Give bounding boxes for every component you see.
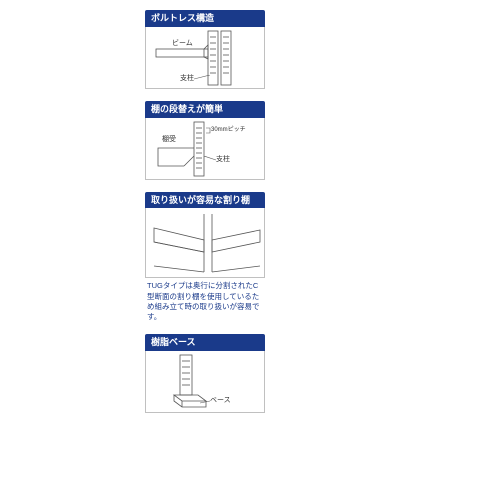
feature-resin-base: 樹脂ベース ベース: [145, 334, 265, 413]
leader-line-icon: [194, 75, 214, 87]
split-shelf-icon: [146, 208, 264, 278]
feature-caption: TUGタイプは奥行に分割されたC型断面の割り棚を使用しているため組み立て時の取り…: [145, 278, 265, 322]
feature-split-shelf: 取り扱いが容易な割り棚 TUGタイプは奥行に分割されたC型断面の割: [145, 192, 265, 322]
shelf-adjust-icon: [146, 118, 264, 180]
leader-line-icon: [204, 156, 218, 164]
leader-line-icon: [200, 398, 212, 406]
feature-title: ボルトレス構造: [145, 10, 265, 27]
feature-diagram-boltless: ビーム 支柱: [145, 27, 265, 89]
base-label: ベース: [210, 397, 231, 404]
beam-label: ビーム: [172, 40, 193, 47]
receiver-label: 棚受: [162, 136, 176, 143]
feature-title: 取り扱いが容易な割り棚: [145, 192, 265, 209]
feature-boltless: ボルトレス構造: [145, 10, 265, 89]
post-label: 支柱: [180, 75, 194, 82]
feature-diagram-split: [145, 208, 265, 278]
post-label-2: 支柱: [216, 156, 230, 163]
pitch-label: 30mmピッチ: [211, 127, 246, 133]
feature-title: 棚の段替えが簡単: [145, 101, 265, 118]
feature-column: ボルトレス構造: [145, 10, 265, 425]
feature-diagram-shelf: 棚受 30mmピッチ 支柱: [145, 118, 265, 180]
feature-shelf-adjust: 棚の段替えが簡単: [145, 101, 265, 180]
feature-diagram-base: ベース: [145, 351, 265, 413]
feature-title: 樹脂ベース: [145, 334, 265, 351]
